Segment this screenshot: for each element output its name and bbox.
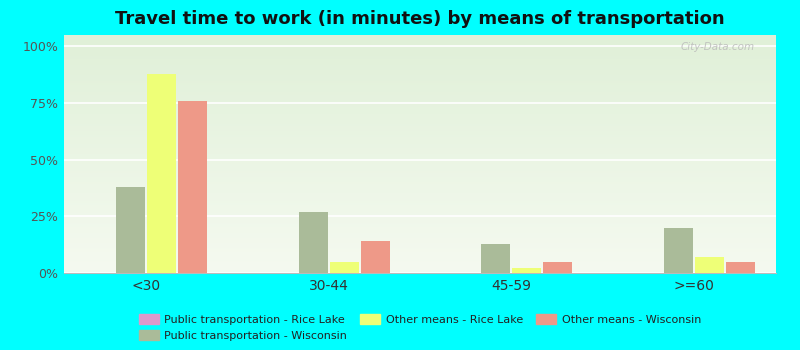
Bar	[178, 101, 207, 273]
Bar	[664, 228, 693, 273]
Bar	[116, 187, 146, 273]
Bar	[330, 262, 359, 273]
Bar	[512, 268, 542, 273]
Bar	[694, 257, 724, 273]
Bar	[481, 244, 510, 273]
Bar	[298, 212, 328, 273]
Title: Travel time to work (in minutes) by means of transportation: Travel time to work (in minutes) by mean…	[115, 10, 725, 28]
Bar	[147, 74, 176, 273]
Bar	[543, 262, 573, 273]
Legend: Public transportation - Rice Lake, Public transportation - Wisconsin, Other mean: Public transportation - Rice Lake, Publi…	[134, 309, 706, 345]
Bar	[361, 241, 390, 273]
Bar	[726, 262, 755, 273]
Text: City-Data.com: City-Data.com	[681, 42, 754, 52]
